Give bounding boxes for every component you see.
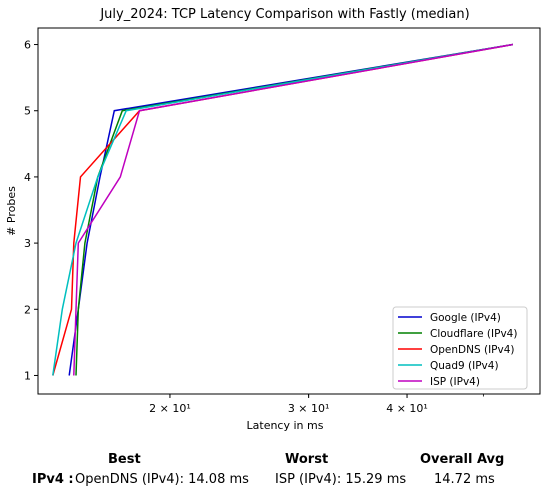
y-tick-label: 5 bbox=[24, 105, 31, 118]
summary-header-avg: Overall Avg bbox=[420, 452, 505, 467]
y-tick-label: 4 bbox=[24, 171, 31, 184]
legend-entry: Quad9 (IPv4) bbox=[430, 360, 499, 372]
legend-entry: Cloudflare (IPv4) bbox=[430, 328, 517, 340]
series-line-4 bbox=[73, 43, 514, 376]
y-tick-label: 1 bbox=[24, 369, 31, 382]
y-axis-label: # Probes bbox=[5, 186, 18, 236]
legend-entry: Google (IPv4) bbox=[430, 312, 501, 324]
series-line-3 bbox=[52, 43, 514, 376]
y-tick-label: 3 bbox=[24, 237, 31, 250]
legend: Google (IPv4) Cloudflare (IPv4) OpenDNS (I… bbox=[392, 306, 528, 390]
x-axis-label: Latency in ms bbox=[247, 419, 324, 432]
chart-title: July_2024: TCP Latency Comparison with F… bbox=[99, 7, 469, 22]
summary-best-value: OpenDNS (IPv4): 14.08 ms bbox=[75, 472, 249, 487]
x-tick-label: 3 × 10¹ bbox=[288, 402, 330, 415]
x-tick-label: 4 × 10¹ bbox=[386, 402, 428, 415]
plot-area bbox=[37, 27, 541, 395]
summary-header-worst: Worst bbox=[285, 452, 329, 467]
series-lines bbox=[52, 43, 514, 376]
x-axis: 2 × 10¹ 3 × 10¹ 4 × 10¹ bbox=[149, 394, 484, 415]
legend-entry: ISP (IPv4) bbox=[430, 376, 480, 388]
summary-row-label: IPv4 : bbox=[32, 472, 74, 487]
x-tick-label: 2 × 10¹ bbox=[149, 402, 191, 415]
series-line-0 bbox=[68, 43, 514, 376]
latency-chart: July_2024: TCP Latency Comparison with F… bbox=[5, 7, 541, 432]
summary-worst-value: ISP (IPv4): 15.29 ms bbox=[275, 472, 407, 487]
summary-header-best: Best bbox=[108, 452, 141, 467]
y-tick-label: 2 bbox=[24, 303, 31, 316]
legend-entry: OpenDNS (IPv4) bbox=[430, 344, 515, 356]
y-axis: 1 2 3 4 5 6 bbox=[24, 39, 38, 382]
legend-box bbox=[392, 306, 528, 390]
summary-avg-value: 14.72 ms bbox=[434, 472, 495, 487]
y-tick-label: 6 bbox=[24, 39, 31, 52]
